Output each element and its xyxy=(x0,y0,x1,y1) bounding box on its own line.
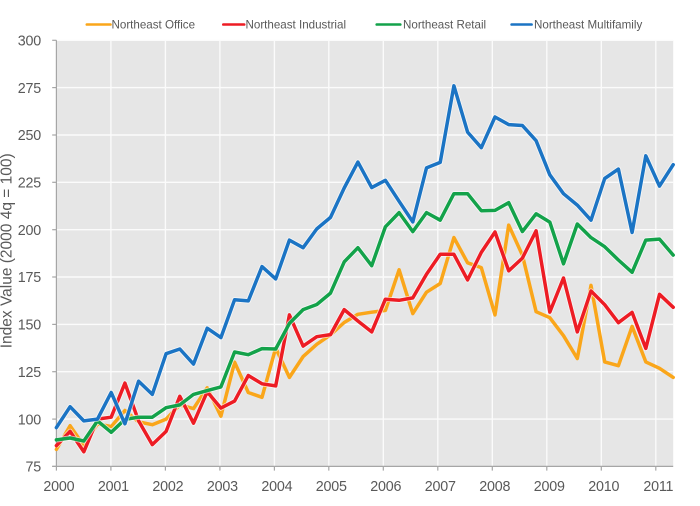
svg-text:2005: 2005 xyxy=(316,479,347,495)
svg-text:100: 100 xyxy=(18,412,42,428)
svg-text:Index Value (2000 4q = 100): Index Value (2000 4q = 100) xyxy=(0,153,16,348)
svg-text:2010: 2010 xyxy=(588,479,619,495)
svg-text:2003: 2003 xyxy=(207,479,238,495)
svg-text:Northeast Office: Northeast Office xyxy=(112,19,196,32)
svg-text:Northeast Multifamily: Northeast Multifamily xyxy=(534,19,642,32)
svg-text:125: 125 xyxy=(18,365,42,381)
svg-text:2002: 2002 xyxy=(152,479,183,495)
svg-text:2007: 2007 xyxy=(425,479,456,495)
svg-text:2004: 2004 xyxy=(261,479,292,495)
svg-text:Northeast Retail: Northeast Retail xyxy=(403,19,486,32)
svg-text:75: 75 xyxy=(25,460,41,476)
svg-text:200: 200 xyxy=(18,223,42,239)
svg-text:2009: 2009 xyxy=(534,479,565,495)
svg-text:250: 250 xyxy=(18,128,42,144)
svg-text:300: 300 xyxy=(18,34,42,50)
svg-text:175: 175 xyxy=(18,270,42,286)
svg-text:150: 150 xyxy=(18,318,42,334)
svg-text:2001: 2001 xyxy=(98,479,129,495)
svg-text:2011: 2011 xyxy=(643,479,673,495)
svg-text:275: 275 xyxy=(18,81,42,97)
svg-text:Northeast Industrial: Northeast Industrial xyxy=(246,19,347,32)
svg-text:2006: 2006 xyxy=(370,479,401,495)
svg-text:2008: 2008 xyxy=(479,479,510,495)
svg-text:225: 225 xyxy=(18,176,42,192)
svg-text:2000: 2000 xyxy=(43,479,74,495)
